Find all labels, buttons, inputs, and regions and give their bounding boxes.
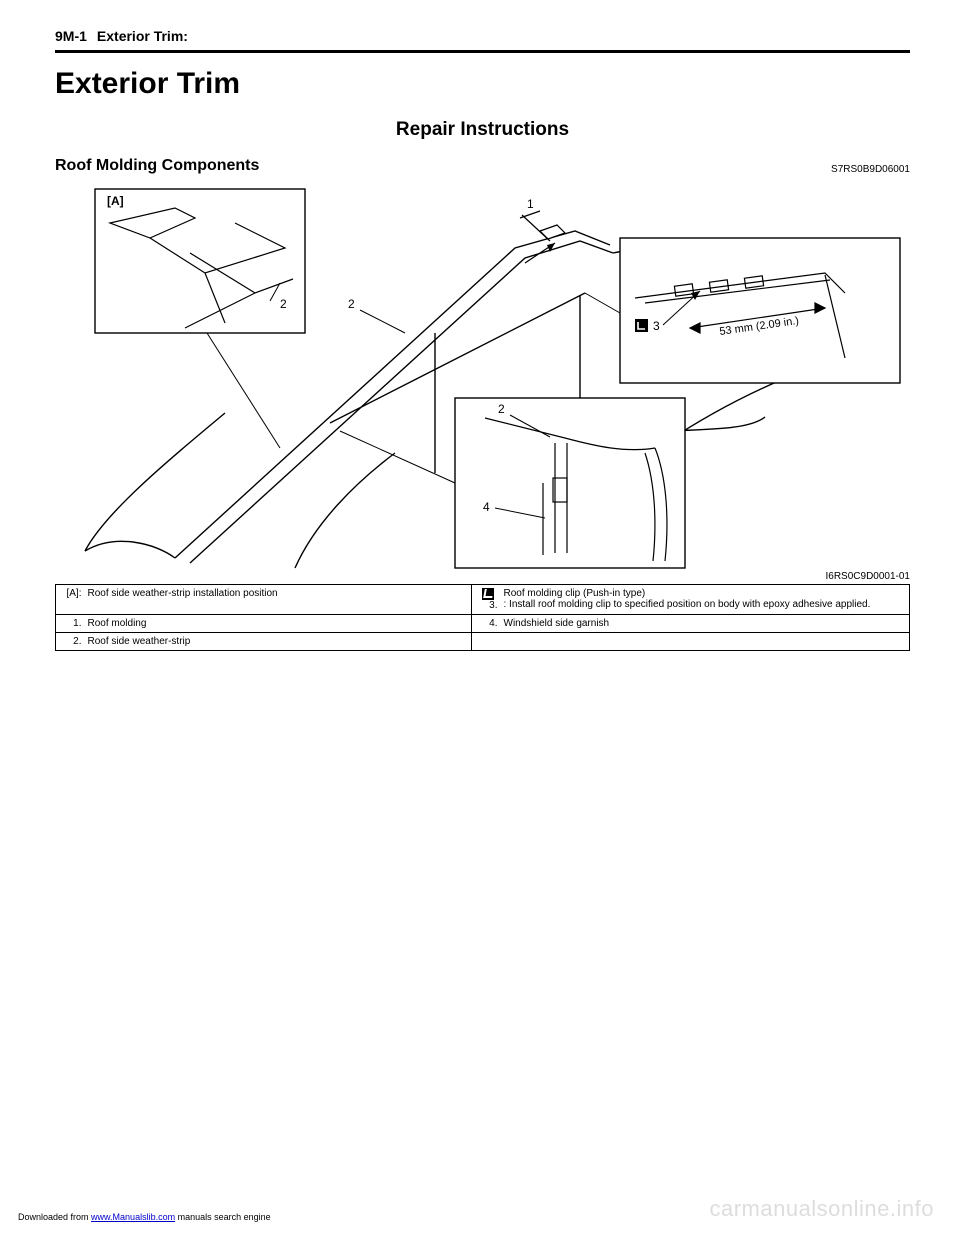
figure: [A] 2 bbox=[55, 183, 910, 573]
legend-desc: Roof side weather-strip installation pos… bbox=[84, 585, 472, 615]
legend-idx: 1. bbox=[56, 615, 84, 633]
main-title: Exterior Trim bbox=[55, 67, 910, 101]
legend-desc: Roof molding clip (Push-in type) : Insta… bbox=[500, 585, 910, 615]
topic-title: Roof Molding Components bbox=[55, 157, 259, 175]
section-number: 9M-1 bbox=[55, 28, 87, 44]
detail-a: [A] 2 bbox=[95, 189, 305, 333]
footer-link[interactable]: www.Manualslib.com bbox=[91, 1212, 175, 1222]
callout-1: 1 bbox=[527, 197, 534, 211]
watermark: carmanualsonline.info bbox=[709, 1196, 934, 1222]
page-container: 9M-1 Exterior Trim: Exterior Trim Repair… bbox=[0, 0, 960, 651]
topic-row: Roof Molding Components S7RS0B9D06001 bbox=[55, 157, 910, 175]
legend-idx: 2. bbox=[56, 633, 84, 651]
footer-prefix: Downloaded from bbox=[18, 1212, 91, 1222]
legend-desc: Roof side weather-strip bbox=[84, 633, 472, 651]
legend-desc bbox=[500, 633, 910, 651]
callout-3: 3 bbox=[653, 319, 660, 333]
figure-svg: [A] 2 bbox=[55, 183, 910, 573]
detail-garnish: 2 4 bbox=[455, 398, 685, 568]
legend-idx: [A]: bbox=[56, 585, 84, 615]
legend-idx bbox=[472, 633, 500, 651]
doc-code: S7RS0B9D06001 bbox=[831, 164, 910, 175]
section-title: Exterior Trim: bbox=[97, 28, 188, 44]
footer-suffix: manuals search engine bbox=[175, 1212, 271, 1222]
table-row: [A]: Roof side weather-strip installatio… bbox=[56, 585, 910, 615]
table-row: 1. Roof molding 4. Windshield side garni… bbox=[56, 615, 910, 633]
legend-idx: 4. bbox=[472, 615, 500, 633]
callout-2c: 2 bbox=[498, 402, 505, 416]
legend-idx: 3. bbox=[472, 585, 500, 615]
note-icon bbox=[482, 588, 494, 600]
page-header: 9M-1 Exterior Trim: bbox=[55, 28, 910, 53]
callout-2b: 2 bbox=[348, 297, 355, 311]
callout-2a: 2 bbox=[280, 297, 287, 311]
legend-desc: Roof molding bbox=[84, 615, 472, 633]
detail-a-label: [A] bbox=[107, 194, 124, 208]
sub-title: Repair Instructions bbox=[55, 119, 910, 141]
footer: Downloaded from www.Manualslib.com manua… bbox=[18, 1212, 271, 1222]
legend-table: [A]: Roof side weather-strip installatio… bbox=[55, 584, 910, 651]
detail-clip: 3 53 mm (2.09 in.) bbox=[620, 238, 900, 383]
table-row: 2. Roof side weather-strip bbox=[56, 633, 910, 651]
legend-desc: Windshield side garnish bbox=[500, 615, 910, 633]
callout-4: 4 bbox=[483, 500, 490, 514]
